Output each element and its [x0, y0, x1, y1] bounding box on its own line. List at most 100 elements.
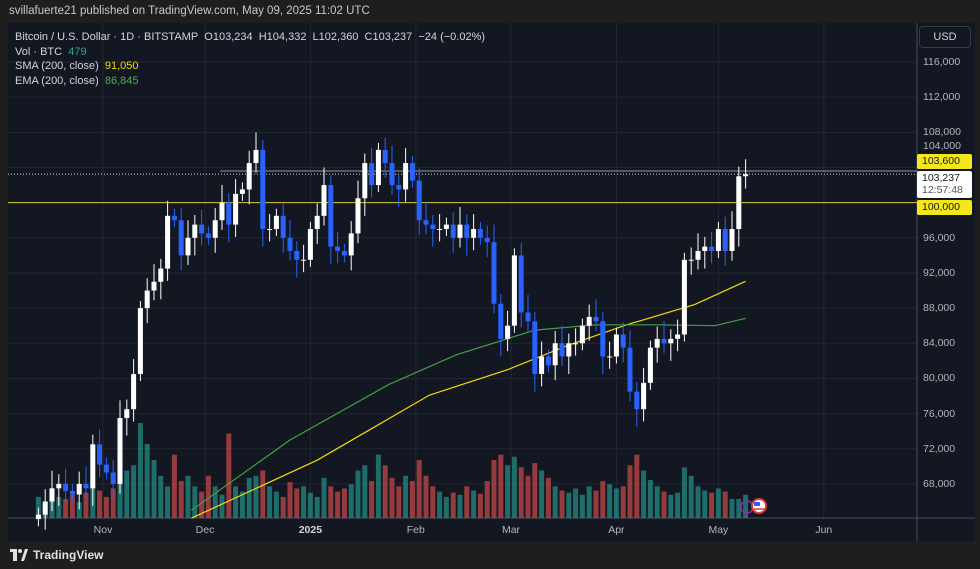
volume-bar [260, 470, 266, 518]
candle-body [307, 229, 313, 260]
candle-body [212, 220, 218, 238]
candle-body [736, 176, 742, 230]
volume-bar [566, 492, 572, 518]
volume-bar [518, 467, 524, 518]
volume-bar [416, 459, 422, 518]
volume-bar [641, 470, 647, 518]
price-axis-label: 96,000 [923, 231, 956, 244]
candle-body [545, 356, 551, 366]
volume-bar [729, 499, 735, 518]
price-axis-label: 88,000 [923, 302, 956, 315]
volume-bar [233, 486, 239, 518]
volume-bar [396, 486, 402, 518]
candle-body [688, 259, 694, 261]
volume-bar [335, 491, 341, 518]
candle-body [226, 202, 232, 225]
candle-body [341, 250, 347, 256]
volume-bar [620, 486, 626, 518]
volume-bar [498, 454, 504, 518]
volume-bar [668, 494, 674, 518]
candle-body [627, 347, 633, 392]
candle-body [117, 417, 123, 484]
candle-body [729, 229, 735, 251]
volume-bar [321, 477, 327, 518]
candle-body [430, 224, 436, 230]
price-axis-label: 80,000 [923, 372, 956, 385]
candle-body [396, 185, 402, 190]
candle-body [518, 255, 524, 313]
currency-button[interactable]: USD [919, 26, 971, 48]
us-flag-event-icon-canton [754, 502, 760, 506]
volume-bar [178, 481, 184, 518]
ema-line [191, 317, 746, 511]
candle-body [695, 250, 701, 260]
candle-body [464, 224, 470, 238]
volume-bar [307, 492, 313, 518]
price-axis-label: 112,000 [923, 91, 961, 104]
candle-body [63, 483, 69, 491]
volume-bar [219, 494, 225, 518]
candle-body [97, 444, 103, 465]
candle-body [559, 343, 565, 357]
price-axis-label: 108,000 [923, 126, 961, 139]
candle-body [83, 483, 89, 489]
volume-bar [647, 480, 653, 518]
volume-bar [355, 470, 361, 518]
candle-body [539, 356, 545, 375]
volume-label: Vol · BTC [15, 45, 63, 58]
volume-bar [226, 433, 232, 518]
volume-bar [613, 488, 619, 518]
candle-body [566, 343, 572, 357]
candle-body [76, 483, 82, 495]
candle-body [600, 321, 606, 357]
candle-body [158, 268, 164, 282]
tradingview-logo-icon [10, 549, 28, 561]
tradingview-logo[interactable]: TradingView [10, 548, 103, 562]
volume-bar [314, 496, 320, 518]
candle-body [613, 334, 619, 357]
candle-body [131, 374, 137, 410]
candle-body [450, 224, 456, 238]
volume-bar [573, 488, 579, 518]
candle-body [49, 488, 55, 502]
time-axis-label: Nov [93, 524, 113, 536]
candle-body [178, 220, 184, 256]
candle-body [389, 163, 395, 186]
volume-bar [375, 454, 381, 518]
volume-bar [450, 492, 456, 518]
candle-body [477, 229, 483, 238]
candle-body [335, 246, 341, 251]
volume-bar [661, 491, 667, 518]
candle-body [654, 338, 660, 348]
volume-bar [545, 477, 551, 518]
candle-body [382, 149, 388, 164]
candle-body [709, 246, 715, 251]
candle-body [103, 464, 109, 473]
volume-bar [185, 475, 191, 518]
volume-bar [267, 486, 273, 518]
volume-bar [484, 481, 490, 518]
price-tag-100000: 100,000 [917, 200, 972, 215]
last-price-tag: 103,237 12:57:48 [917, 171, 972, 198]
candle-body [668, 338, 674, 344]
volume-bar [722, 491, 728, 518]
candle-body [348, 233, 354, 256]
candle-body [369, 163, 375, 186]
volume-bar [294, 488, 300, 518]
time-axis-label: May [708, 524, 729, 536]
candle-body [647, 347, 653, 383]
volume-bar [171, 454, 177, 518]
candle-body [137, 308, 143, 375]
candle-body [423, 220, 429, 225]
volume-bar [559, 490, 565, 518]
candle-body [362, 163, 368, 199]
volume-bar [457, 494, 463, 518]
volume-bar [301, 486, 307, 518]
candle-body [185, 237, 191, 256]
candle-body [124, 409, 130, 418]
ema-label: EMA (200, close) [15, 74, 99, 87]
volume-bar [681, 467, 687, 518]
volume-bar [124, 470, 130, 518]
candle-body [511, 255, 517, 326]
